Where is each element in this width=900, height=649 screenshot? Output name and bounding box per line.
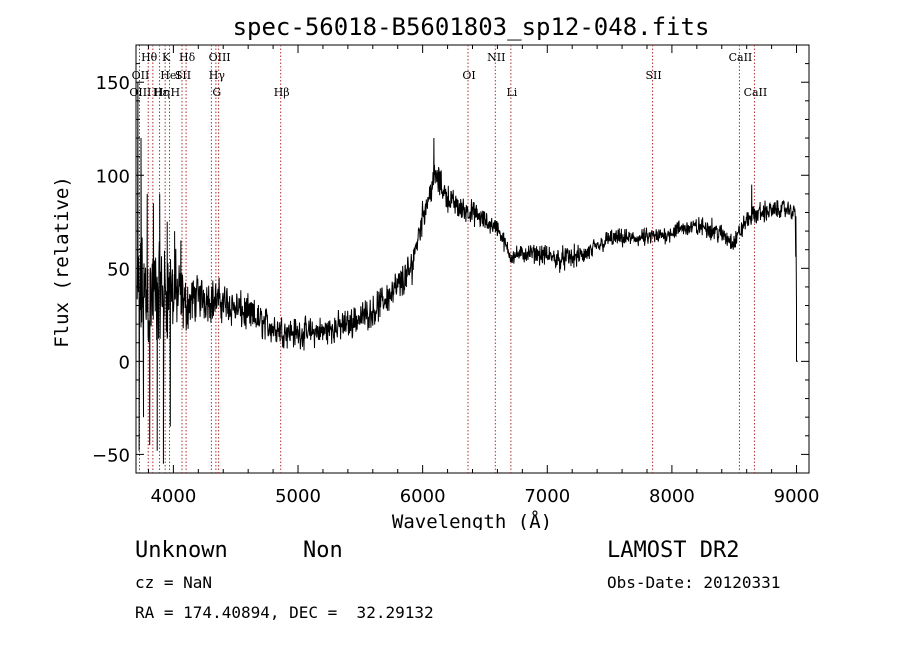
line-marker-label: Hδ: [179, 51, 196, 64]
line-marker-label: NII: [487, 51, 505, 64]
line-marker-label: OIII: [129, 86, 151, 99]
x-tick-label: 9000: [774, 486, 820, 507]
y-tick-label: 50: [107, 259, 130, 280]
line-marker-label: H: [171, 86, 181, 99]
object-subclass: Non: [303, 538, 343, 563]
y-axis-label: Flux (relative): [51, 176, 73, 348]
obs-date: Obs-Date: 20120331: [607, 573, 781, 592]
plot-frame: [135, 44, 810, 474]
x-tick-label: 4000: [150, 486, 196, 507]
redshift-text: cz = NaN: [135, 573, 213, 592]
line-marker-label: Hη: [154, 86, 170, 99]
x-tick-label: 8000: [649, 486, 695, 507]
coordinates: RA = 174.40894, DEC = 32.29132: [135, 603, 434, 622]
x-tick-label: 6000: [400, 486, 446, 507]
object-class: Unknown: [135, 538, 228, 563]
chart-title: spec-56018-B5601803_sp12-048.fits: [233, 13, 710, 41]
line-marker-label: Hβ: [274, 86, 290, 99]
x-tick-label: 5000: [275, 486, 321, 507]
line-marker-label: K: [162, 51, 171, 64]
y-tick-label: 150: [96, 73, 130, 94]
line-marker-label: HeI: [160, 69, 180, 82]
x-axis-label: Wavelength (Å): [392, 510, 552, 530]
y-axis-ticks: −50 0 50 100 150: [92, 44, 809, 466]
spectrum-chart: spec-56018-B5601803_sp12-048.fits Hθ OII O…: [51, 13, 820, 530]
x-axis-ticks: 4000 5000 6000 7000 8000 9000: [147, 45, 820, 507]
line-marker-label: Hγ: [209, 69, 226, 82]
y-tick-label: −50: [92, 445, 130, 466]
y-tick-label: 0: [119, 352, 130, 373]
data-release: LAMOST DR2: [607, 538, 740, 563]
spectrum-line: [136, 82, 798, 464]
line-marker-label: OI: [462, 69, 475, 82]
line-marker-label: G: [212, 86, 221, 99]
line-marker-label: Hθ: [141, 51, 158, 64]
spectral-line-markers: [138, 45, 755, 473]
line-marker-label: CaII: [744, 86, 768, 99]
y-tick-label: 100: [96, 166, 130, 187]
line-marker-label: CaII: [729, 51, 753, 64]
line-marker-label: SII: [175, 69, 191, 82]
line-marker-label: OII: [132, 69, 150, 82]
x-tick-label: 7000: [524, 486, 570, 507]
line-marker-label: Li: [506, 86, 517, 99]
line-marker-label: SII: [645, 69, 661, 82]
line-marker-label: OIII: [209, 51, 231, 64]
line-marker-label: Hε: [153, 86, 169, 99]
